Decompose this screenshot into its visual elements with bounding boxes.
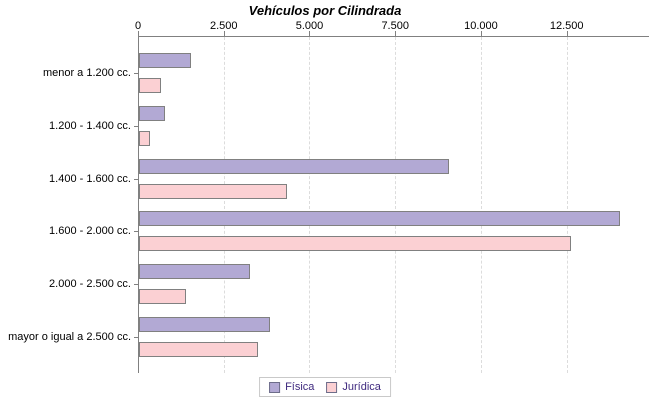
x-tick xyxy=(566,31,568,37)
bar-fisica xyxy=(139,53,191,68)
gridline xyxy=(309,37,311,373)
category-label: 2.000 - 2.500 cc. xyxy=(49,278,131,291)
x-axis-line xyxy=(138,36,649,37)
bar-fisica xyxy=(139,211,620,227)
y-tick xyxy=(134,73,138,74)
x-tick-label: 12.500 xyxy=(549,20,584,32)
category-label: 1.400 - 1.600 cc. xyxy=(49,172,131,185)
x-tick-label: 5.000 xyxy=(295,20,324,32)
category-label: 1.200 - 1.400 cc. xyxy=(49,119,131,132)
bar-fisica xyxy=(139,158,449,174)
x-tick-label: 0 xyxy=(134,20,142,32)
gridline xyxy=(480,37,482,373)
x-tick xyxy=(138,31,139,37)
x-tick-label: 2.500 xyxy=(209,20,238,32)
legend: Física Jurídica xyxy=(259,377,391,397)
x-tick-label: 7.500 xyxy=(381,20,409,32)
y-tick xyxy=(134,337,138,338)
x-tick xyxy=(480,31,482,37)
gridline xyxy=(566,37,568,373)
y-tick xyxy=(134,284,138,286)
y-tick xyxy=(134,125,138,127)
bar-fisica xyxy=(139,317,270,332)
legend-label-fisica: Física xyxy=(285,381,315,393)
legend-label-juridica: Jurídica xyxy=(342,381,381,393)
y-tick xyxy=(134,178,138,180)
bar-fisica xyxy=(139,264,250,280)
category-label: mayor o igual a 2.500 cc. xyxy=(8,331,131,343)
bar-juridica xyxy=(139,78,161,93)
x-tick-label: 10.000 xyxy=(464,20,498,32)
gridline xyxy=(223,37,225,373)
bar-juridica xyxy=(139,183,287,199)
bar-fisica xyxy=(139,105,165,121)
category-label: 1.600 - 2.000 cc. xyxy=(49,225,131,238)
chart-title: Vehículos por Cilindrada xyxy=(248,3,402,18)
gridline xyxy=(395,37,397,373)
bar-juridica xyxy=(139,342,258,357)
legend-swatch-fisica-icon xyxy=(269,381,281,393)
legend-swatch-juridica-icon xyxy=(326,381,338,393)
y-axis-line xyxy=(138,31,139,373)
bar-juridica xyxy=(139,236,571,252)
legend-item-juridica: Jurídica xyxy=(326,381,381,393)
x-tick xyxy=(309,31,311,37)
y-tick xyxy=(134,231,138,233)
category-label: menor a 1.200 cc. xyxy=(42,67,131,79)
bar-juridica xyxy=(139,289,186,305)
bar-juridica xyxy=(139,130,150,146)
x-tick xyxy=(395,31,397,37)
legend-item-fisica: Física xyxy=(269,381,314,393)
x-tick xyxy=(223,31,225,37)
